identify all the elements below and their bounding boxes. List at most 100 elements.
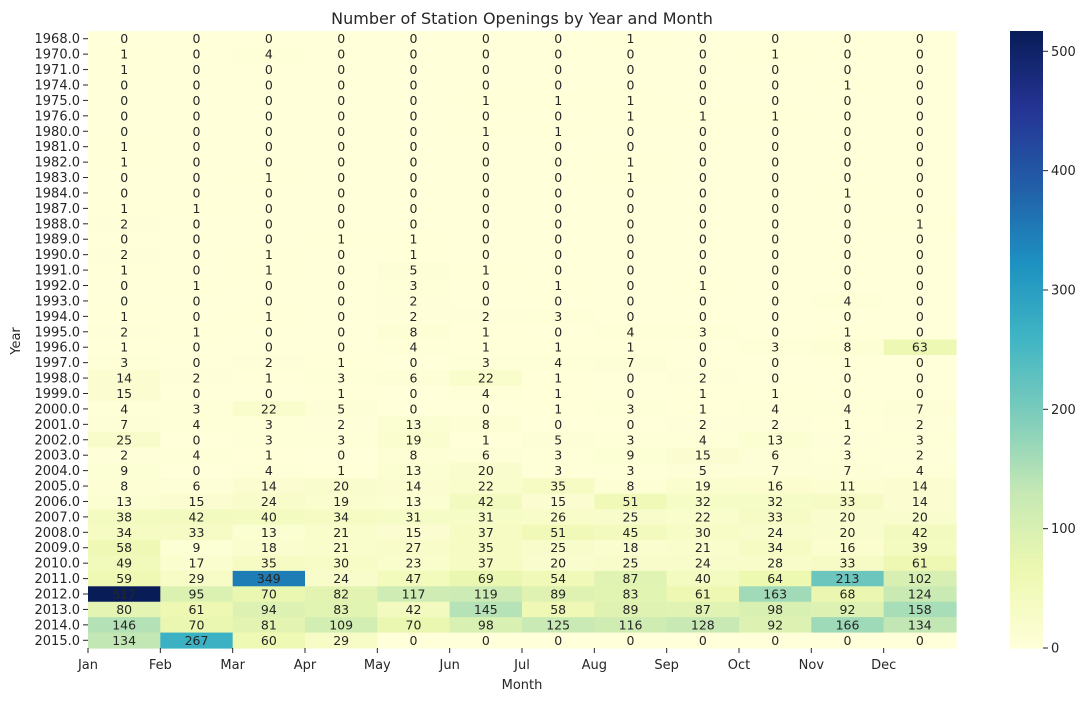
cell-value-label: 0 [916,324,924,339]
heatmap-cell [811,61,885,78]
heatmap-cell [739,277,812,294]
heatmap-cell [883,169,957,186]
cell-value-label: 1 [844,324,852,339]
cell-value-label: 25 [550,540,566,555]
heatmap-cell [666,339,740,356]
heatmap-cell [160,231,234,248]
cell-value-label: 0 [844,139,852,154]
cell-value-label: 0 [627,232,635,247]
heatmap-cell [883,77,957,94]
cell-value-label: 0 [916,170,924,185]
cell-value-label: 13 [261,525,277,540]
heatmap-cell [739,432,812,449]
heatmap-cell [377,401,451,418]
colorbar-tick-label: 400 [1051,164,1076,179]
cell-value-label: 1 [120,340,128,355]
cell-value-label: 0 [916,355,924,370]
cell-value-label: 1 [627,170,635,185]
colorbar-segment [1010,274,1043,279]
cell-value-label: 0 [844,386,852,401]
cell-value-label: 0 [844,170,852,185]
heatmap-cell [377,308,451,325]
cell-value-label: 0 [844,47,852,62]
cell-value-label: 33 [840,556,856,571]
cell-value-label: 0 [482,155,490,170]
colorbar-segment [1010,475,1043,479]
cell-value-label: 1 [844,185,852,200]
colorbar-segment [1010,314,1043,319]
colorbar-segment [1010,305,1043,310]
heatmap-cell [449,108,523,125]
heatmap-cell [449,31,523,48]
heatmap-cell [594,447,668,464]
heatmap-cell [739,169,812,186]
colorbar-segment [1010,373,1043,378]
heatmap-cell [232,478,306,495]
heatmap-cell [305,324,378,341]
cell-value-label: 13 [406,463,422,478]
colorbar-segment [1010,573,1043,578]
cell-value-label: 0 [771,278,779,293]
colorbar-segment [1010,120,1043,125]
cell-value-label: 92 [840,602,856,617]
heatmap-cell [232,617,306,634]
colorbar-segment [1010,89,1043,94]
heatmap-cell [666,478,740,495]
cell-value-label: 0 [844,31,852,46]
heatmap-cell [377,632,451,649]
heatmap-cell [160,277,234,294]
heatmap-cell [666,216,740,233]
heatmap-cell [305,478,378,495]
heatmap-cell [811,200,885,217]
cell-value-label: 49 [116,556,132,571]
cell-value-label: 34 [333,509,349,524]
cell-value-label: 61 [189,602,205,617]
colorbar-segment [1010,570,1043,575]
x-tick-label: Jun [439,658,460,673]
colorbar-segment [1010,586,1043,590]
cell-value-label: 3 [337,371,345,386]
heatmap-cell [232,308,306,325]
heatmap-cell [666,432,740,449]
cell-value-label: 4 [554,355,562,370]
cell-value-label: 0 [337,139,345,154]
colorbar-segment [1010,114,1043,118]
heatmap-cell [522,324,595,341]
heatmap-cell [594,462,668,479]
heatmap-cell [739,308,812,325]
cell-value-label: 0 [193,155,201,170]
heatmap-cell [232,77,306,94]
heatmap-cell [594,555,668,572]
cell-value-label: 0 [193,170,201,185]
heatmap-cell [377,138,451,156]
cell-value-label: 4 [410,340,418,355]
heatmap-cell [449,524,523,541]
y-tick-label: 1984.0 [35,186,81,201]
cell-value-label: 102 [908,571,932,586]
cell-value-label: 0 [771,633,779,648]
y-tick-label: 1981.0 [35,140,81,155]
heatmap-cell [883,324,957,341]
cell-value-label: 19 [695,479,711,494]
heatmap-cell [522,92,595,109]
cell-value-label: 20 [550,556,566,571]
colorbar-segment [1010,592,1043,597]
heatmap-cell [377,123,451,140]
colorbar-segment [1010,348,1043,353]
heatmap-cell [160,416,234,433]
cell-value-label: 0 [410,170,418,185]
cell-value-label: 5 [554,432,562,447]
colorbar-segment [1010,481,1043,486]
cell-value-label: 28 [767,556,783,571]
colorbar-segment [1010,385,1043,390]
colorbar-segment [1010,327,1043,331]
cell-value-label: 0 [265,278,273,293]
heatmap-cell [88,293,161,310]
cell-value-label: 8 [120,479,128,494]
heatmap-cell [811,77,885,94]
colorbar-segment [1010,444,1043,449]
colorbar-segment [1010,71,1043,75]
heatmap-cell [88,354,161,371]
heatmap-cell [305,401,378,418]
heatmap-cell [449,92,523,109]
